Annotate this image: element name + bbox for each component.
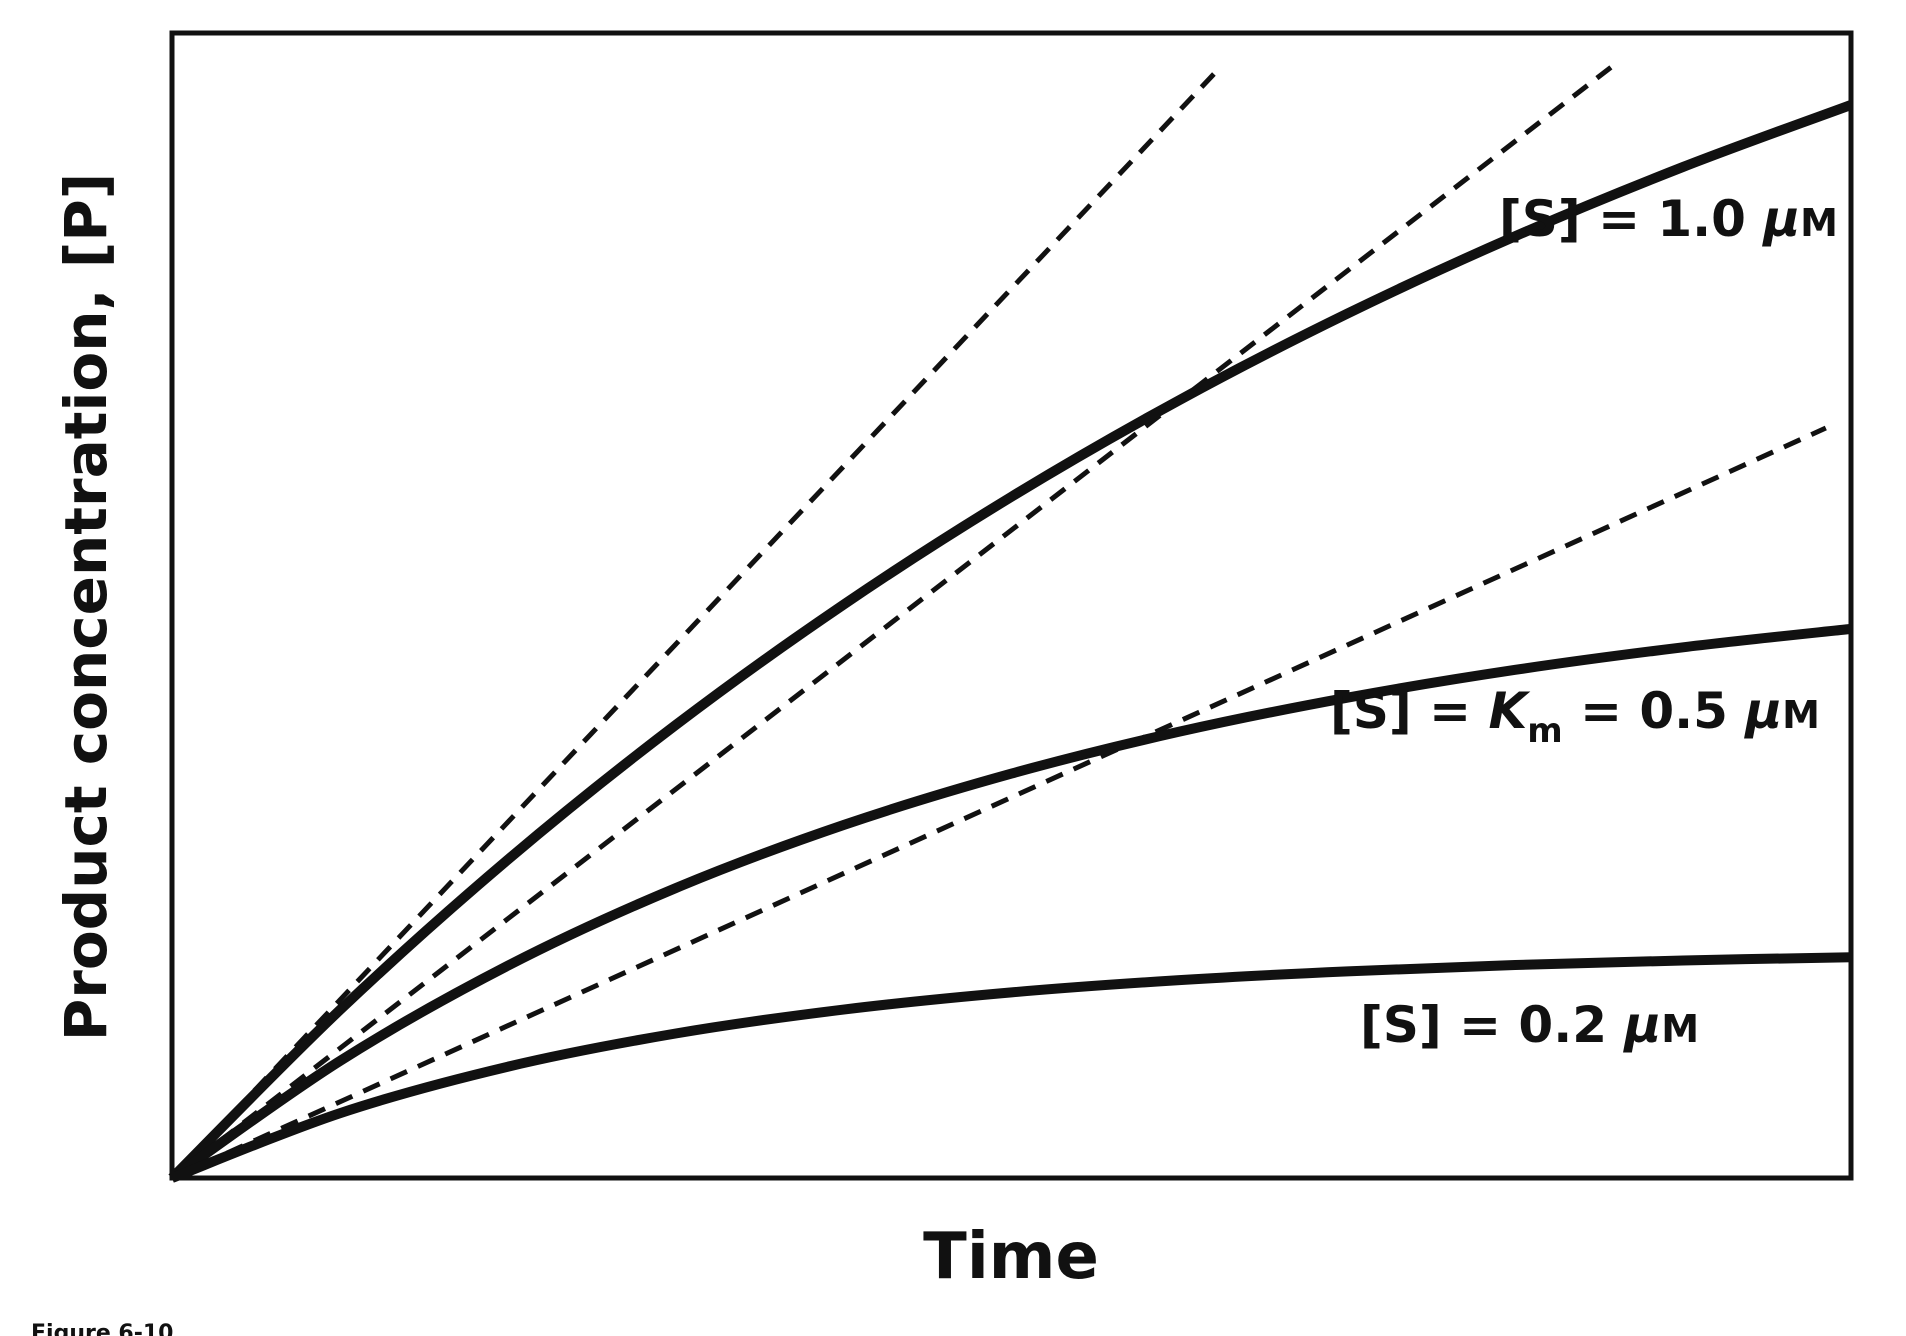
tangent-line-3 — [170, 425, 1827, 1181]
series-curve-2 — [169, 623, 1852, 1183]
x-axis-label: Time — [923, 1220, 1099, 1294]
series-label-1: [S] = 1.0 μM — [1499, 190, 1838, 248]
figure-caption: Figure 6-10 — [31, 1321, 173, 1336]
series-label-2: [S] = Km = 0.5 μM — [1330, 682, 1820, 751]
tangent-line-1 — [170, 67, 1220, 1180]
series-label-3: [S] = 0.2 μM — [1360, 996, 1699, 1054]
series-curve-1 — [168, 100, 1853, 1182]
plot-marks — [168, 65, 1853, 1183]
y-axis-label: Product concentration, [P] — [52, 173, 120, 1042]
tangent-line-2 — [170, 65, 1613, 1180]
plot-frame — [169, 30, 1854, 1181]
series-curve-3 — [170, 952, 1852, 1183]
